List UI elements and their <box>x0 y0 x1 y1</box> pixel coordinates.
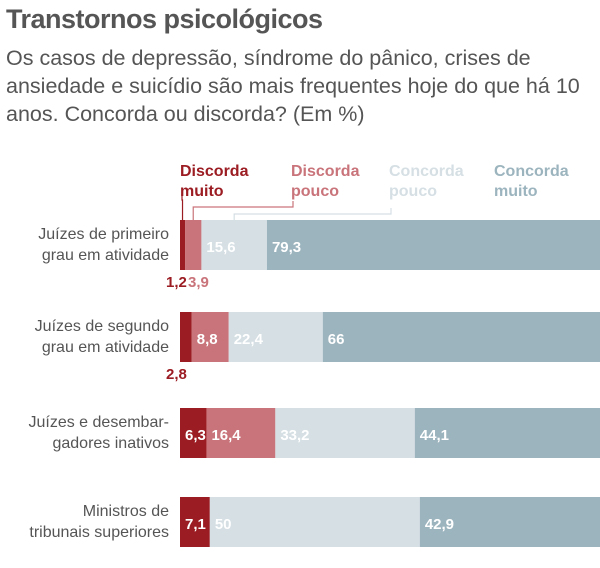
value-label-3-3: 42,9 <box>425 516 454 533</box>
chart-title: Transtornos psicológicos <box>6 4 323 34</box>
bar-segment-2-1 <box>206 408 276 458</box>
bar-segment-2-0 <box>180 408 207 458</box>
value-label-1-0: 2,8 <box>166 366 187 383</box>
value-label-3-0: 7,1 <box>185 516 206 533</box>
bar-segment-1-1 <box>191 312 229 362</box>
bar-segment-0-2 <box>201 220 267 270</box>
category-label-2: Juízes e desembar-gadores inativos <box>28 414 169 452</box>
category-label-1: Juízes de segundo grau em atividade <box>35 318 169 356</box>
category-label-3: Ministros de tribunais superiores <box>29 503 169 541</box>
value-label-2-0: 6,3 <box>185 427 206 444</box>
bar-segment-3-3 <box>419 497 600 547</box>
value-label-1-3: 66 <box>328 331 345 348</box>
bar-segment-0-0 <box>180 220 186 270</box>
bar-segment-0-1 <box>185 220 202 270</box>
value-label-0-3: 79,3 <box>272 239 301 256</box>
value-label-1-1: 8,8 <box>197 331 218 348</box>
bar-segment-3-0 <box>180 497 210 547</box>
bar-segment-1-2 <box>228 312 323 362</box>
bar-segment-3-2 <box>209 497 420 547</box>
category-label-0: Juízes de primeiro grau em atividade <box>38 226 169 264</box>
legend-label-1: Discorda pouco <box>291 163 360 200</box>
legend-label-0: Discorda muito <box>180 163 249 200</box>
legend-label-3: Concorda muito <box>494 163 569 200</box>
value-label-1-2: 22,4 <box>234 331 264 348</box>
bar-segment-0-3 <box>266 220 600 270</box>
bar-segment-1-3 <box>322 312 600 362</box>
bar-segment-1-0 <box>180 312 192 362</box>
value-label-0-0: 1,2 <box>166 274 187 291</box>
value-label-2-2: 33,2 <box>280 427 309 444</box>
legend-leader-2 <box>233 208 392 220</box>
value-label-3-2: 50 <box>215 516 232 533</box>
legend-leader-0 <box>181 194 184 220</box>
bar-segment-2-2 <box>275 408 415 458</box>
legend-leader-1 <box>192 201 294 220</box>
value-label-0-1: 3,9 <box>188 274 209 291</box>
value-label-2-3: 44,1 <box>420 427 449 444</box>
chart-subtitle: Os casos de depressão, síndrome do pânic… <box>6 46 580 126</box>
legend-label-2: Concorda pouco <box>389 163 464 200</box>
value-label-2-1: 16,4 <box>211 427 241 444</box>
value-label-0-2: 15,6 <box>206 239 235 256</box>
bar-segment-2-3 <box>414 408 600 458</box>
